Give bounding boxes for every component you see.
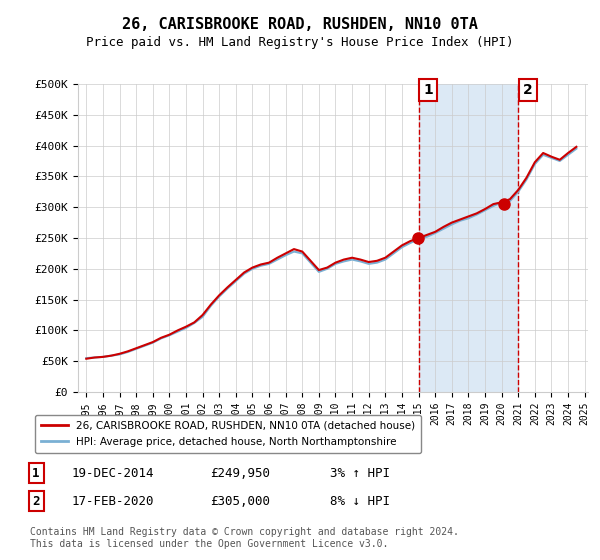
Text: 1: 1: [424, 83, 433, 97]
Text: 3% ↑ HPI: 3% ↑ HPI: [330, 466, 390, 480]
Text: 1: 1: [32, 466, 40, 480]
Text: 19-DEC-2014: 19-DEC-2014: [72, 466, 155, 480]
Legend: 26, CARISBROOKE ROAD, RUSHDEN, NN10 0TA (detached house), HPI: Average price, de: 26, CARISBROOKE ROAD, RUSHDEN, NN10 0TA …: [35, 414, 421, 454]
Text: 2: 2: [32, 494, 40, 508]
Text: 2: 2: [523, 83, 533, 97]
Text: Contains HM Land Registry data © Crown copyright and database right 2024.
This d: Contains HM Land Registry data © Crown c…: [30, 527, 459, 549]
Text: 8% ↓ HPI: 8% ↓ HPI: [330, 494, 390, 508]
Bar: [419, 84, 518, 392]
Text: £305,000: £305,000: [210, 494, 270, 508]
Text: 17-FEB-2020: 17-FEB-2020: [72, 494, 155, 508]
Text: 26, CARISBROOKE ROAD, RUSHDEN, NN10 0TA: 26, CARISBROOKE ROAD, RUSHDEN, NN10 0TA: [122, 17, 478, 32]
Text: £249,950: £249,950: [210, 466, 270, 480]
Text: Price paid vs. HM Land Registry's House Price Index (HPI): Price paid vs. HM Land Registry's House …: [86, 36, 514, 49]
